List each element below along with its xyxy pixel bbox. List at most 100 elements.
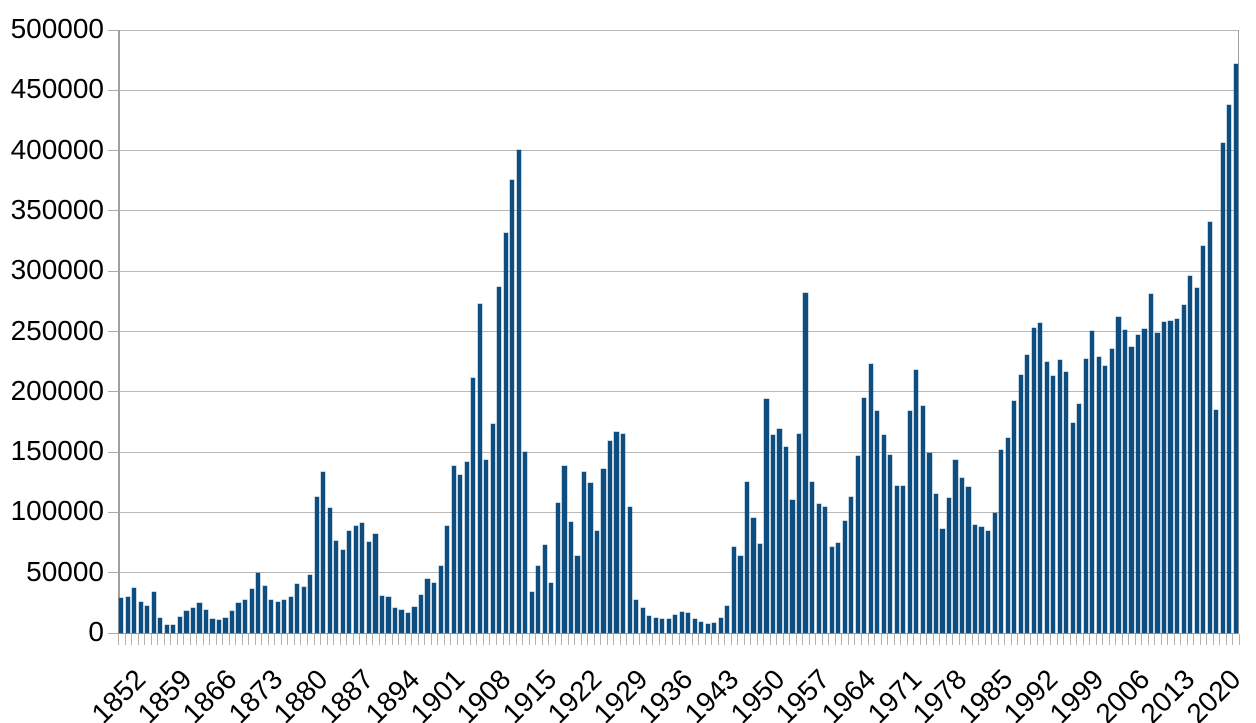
bar-year-1894 bbox=[392, 607, 398, 633]
bar-year-1852 bbox=[119, 597, 124, 633]
x-tick-mark bbox=[1160, 634, 1162, 645]
x-tick-mark bbox=[489, 634, 491, 645]
x-tick-mark bbox=[333, 634, 335, 645]
bar-year-1877 bbox=[282, 600, 287, 633]
bar-year-1974 bbox=[914, 369, 919, 633]
x-tick-mark bbox=[131, 634, 133, 645]
x-tick-mark bbox=[235, 634, 237, 645]
x-tick-mark bbox=[430, 634, 432, 645]
x-tick-mark bbox=[574, 634, 576, 645]
bar-year-1921 bbox=[568, 522, 574, 633]
bar-year-1984 bbox=[979, 526, 984, 633]
y-tick-mark bbox=[108, 572, 118, 574]
x-tick-mark bbox=[176, 634, 178, 645]
y-axis-tick-label: 450000 bbox=[10, 73, 104, 105]
x-tick-mark bbox=[1017, 634, 1019, 645]
x-tick-mark bbox=[522, 634, 524, 645]
bar-year-1949 bbox=[751, 518, 756, 633]
bar-year-1902 bbox=[445, 525, 450, 633]
x-tick-mark bbox=[359, 634, 361, 645]
bar-year-1962 bbox=[836, 542, 841, 633]
x-tick-mark bbox=[1219, 634, 1221, 645]
x-tick-mark bbox=[496, 634, 497, 645]
bar-year-2005 bbox=[1116, 316, 1121, 633]
y-tick-mark bbox=[108, 331, 118, 332]
x-tick-mark bbox=[704, 634, 706, 645]
bar-year-1954 bbox=[783, 447, 789, 633]
x-tick-mark bbox=[652, 634, 654, 645]
bar-year-1930 bbox=[627, 506, 632, 633]
bar-year-1857 bbox=[151, 592, 156, 633]
x-tick-mark bbox=[1056, 634, 1058, 645]
x-tick-mark bbox=[945, 634, 947, 645]
bar-year-1872 bbox=[249, 588, 254, 633]
x-tick-mark bbox=[1102, 634, 1104, 645]
bar-year-2017 bbox=[1194, 287, 1199, 633]
x-tick-mark bbox=[554, 634, 556, 645]
y-gridline bbox=[118, 89, 1239, 91]
bar-year-1856 bbox=[145, 605, 150, 633]
x-tick-mark bbox=[815, 634, 817, 645]
bar-year-1946 bbox=[731, 546, 736, 633]
bar-year-1888 bbox=[353, 525, 358, 633]
x-tick-mark bbox=[639, 634, 641, 645]
y-gridline bbox=[118, 511, 1239, 513]
bar-year-1854 bbox=[132, 588, 137, 633]
bar-year-1883 bbox=[321, 471, 326, 633]
bar-year-2010 bbox=[1148, 294, 1154, 633]
x-tick-mark bbox=[711, 634, 713, 645]
x-tick-mark bbox=[1108, 634, 1110, 645]
x-tick-mark bbox=[619, 634, 621, 645]
x-tick-mark bbox=[398, 634, 400, 645]
x-tick-mark bbox=[326, 634, 328, 645]
bar-year-1868 bbox=[223, 617, 228, 633]
bar-year-1955 bbox=[790, 500, 795, 633]
bar-year-1880 bbox=[301, 586, 306, 633]
bar-year-1947 bbox=[738, 555, 743, 633]
x-tick-mark bbox=[346, 634, 348, 645]
bar-year-2013 bbox=[1168, 320, 1173, 633]
bar-year-1924 bbox=[588, 483, 593, 633]
bar-year-1932 bbox=[640, 608, 645, 633]
x-tick-mark bbox=[222, 634, 224, 645]
x-tick-mark bbox=[691, 634, 693, 645]
x-tick-mark bbox=[1206, 634, 1208, 645]
x-tick-mark bbox=[789, 634, 791, 645]
x-tick-mark bbox=[874, 634, 876, 645]
x-tick-mark bbox=[795, 634, 797, 645]
x-tick-mark bbox=[867, 634, 869, 645]
x-tick-mark bbox=[606, 634, 608, 645]
x-tick-mark bbox=[463, 634, 465, 645]
bar-year-1929 bbox=[621, 434, 626, 633]
x-tick-mark bbox=[365, 634, 367, 645]
bar-year-1985 bbox=[985, 531, 991, 633]
bar-year-1968 bbox=[875, 411, 880, 633]
x-tick-mark bbox=[730, 634, 732, 645]
y-axis-tick-label: 500000 bbox=[10, 13, 104, 44]
x-tick-mark bbox=[548, 634, 550, 645]
x-tick-mark bbox=[1030, 634, 1032, 645]
x-tick-mark bbox=[932, 634, 934, 645]
bar-year-1910 bbox=[497, 287, 502, 633]
x-tick-mark bbox=[118, 634, 119, 645]
bar-year-2007 bbox=[1129, 347, 1134, 633]
x-tick-mark bbox=[280, 634, 282, 645]
bar-year-1993 bbox=[1038, 323, 1043, 633]
bar-year-1958 bbox=[810, 482, 815, 633]
x-tick-mark bbox=[802, 634, 804, 645]
bar-year-2014 bbox=[1174, 318, 1180, 633]
bar-year-1988 bbox=[1005, 437, 1010, 633]
x-tick-mark bbox=[209, 634, 211, 645]
bar-year-1878 bbox=[288, 597, 293, 633]
x-tick-mark bbox=[307, 634, 308, 645]
bar-year-1957 bbox=[803, 292, 808, 633]
y-tick-mark bbox=[108, 150, 118, 152]
x-tick-mark bbox=[241, 634, 243, 645]
x-tick-mark bbox=[1225, 634, 1227, 645]
y-axis-tick-label: 350000 bbox=[10, 193, 104, 225]
x-tick-mark bbox=[215, 634, 217, 645]
x-tick-mark bbox=[124, 634, 126, 645]
x-tick-mark bbox=[776, 634, 778, 645]
x-tick-mark bbox=[1023, 634, 1025, 645]
x-tick-mark bbox=[411, 634, 413, 645]
